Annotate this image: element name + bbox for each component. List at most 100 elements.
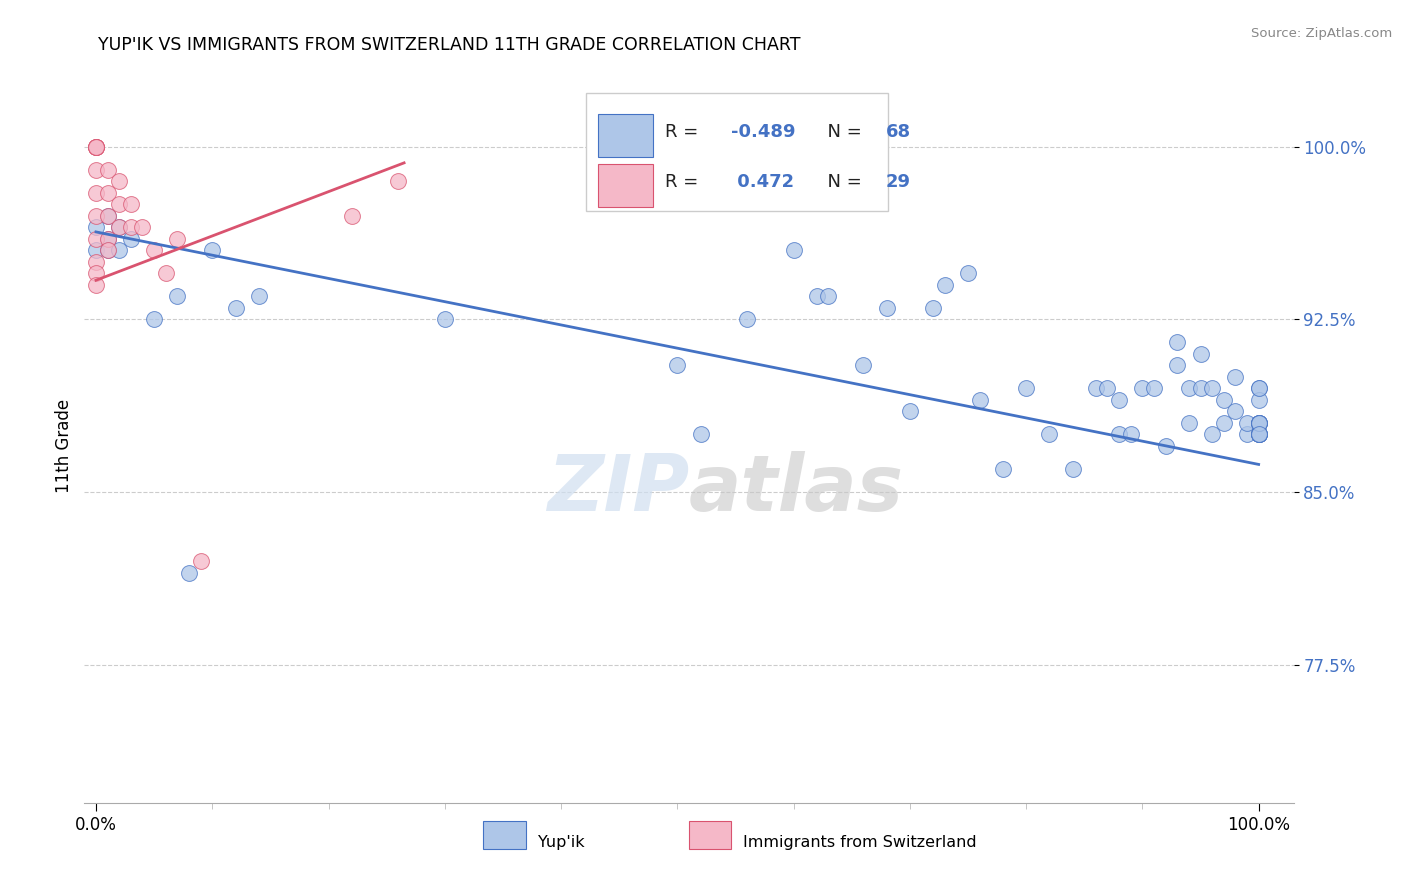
FancyBboxPatch shape xyxy=(599,114,652,157)
Point xyxy=(84,277,107,292)
Point xyxy=(898,404,921,418)
Text: 0.472: 0.472 xyxy=(731,173,794,191)
FancyBboxPatch shape xyxy=(484,821,526,849)
Point xyxy=(956,266,979,280)
Point xyxy=(143,312,166,326)
Point xyxy=(1201,427,1223,442)
Point xyxy=(1062,462,1084,476)
Point xyxy=(201,244,224,258)
Point xyxy=(84,162,107,177)
Point xyxy=(97,209,120,223)
Point xyxy=(1247,416,1270,430)
Point xyxy=(1166,335,1188,350)
Point xyxy=(108,220,131,235)
Point xyxy=(84,140,107,154)
Point xyxy=(991,462,1014,476)
Point xyxy=(1212,416,1234,430)
Text: atlas: atlas xyxy=(689,450,904,527)
Point xyxy=(1247,416,1270,430)
Point xyxy=(1225,370,1247,384)
Point xyxy=(166,232,188,246)
Point xyxy=(1236,416,1258,430)
Point xyxy=(1189,381,1212,395)
Point xyxy=(84,255,107,269)
Point xyxy=(1166,359,1188,373)
Point xyxy=(225,301,247,315)
Point xyxy=(1189,347,1212,361)
Point xyxy=(166,289,188,303)
Point xyxy=(84,244,107,258)
Point xyxy=(1247,427,1270,442)
Point xyxy=(247,289,270,303)
Point xyxy=(1132,381,1154,395)
Point xyxy=(97,186,120,200)
Point xyxy=(1038,427,1060,442)
Point xyxy=(1247,416,1270,430)
Point xyxy=(1154,439,1177,453)
Point xyxy=(934,277,956,292)
Point xyxy=(97,209,120,223)
FancyBboxPatch shape xyxy=(689,821,731,849)
Point xyxy=(84,140,107,154)
Point xyxy=(922,301,945,315)
Point xyxy=(1247,427,1270,442)
Point xyxy=(108,197,131,211)
Point xyxy=(1247,427,1270,442)
Point xyxy=(108,220,131,235)
Point xyxy=(852,359,875,373)
Text: Source: ZipAtlas.com: Source: ZipAtlas.com xyxy=(1251,27,1392,40)
FancyBboxPatch shape xyxy=(599,164,652,207)
Point xyxy=(340,209,363,223)
Point xyxy=(97,162,120,177)
Point xyxy=(876,301,898,315)
Point xyxy=(689,427,711,442)
Point xyxy=(120,232,142,246)
Point xyxy=(190,554,212,568)
Point xyxy=(108,244,131,258)
Point xyxy=(97,232,120,246)
Point xyxy=(735,312,758,326)
Point xyxy=(84,140,107,154)
Point xyxy=(1015,381,1038,395)
Point xyxy=(1225,404,1247,418)
Point xyxy=(433,312,456,326)
Point xyxy=(1097,381,1119,395)
Point xyxy=(1247,416,1270,430)
Point xyxy=(1247,427,1270,442)
Text: 29: 29 xyxy=(886,173,911,191)
Point xyxy=(97,244,120,258)
Text: ZIP: ZIP xyxy=(547,450,689,527)
Point xyxy=(84,266,107,280)
Point xyxy=(84,186,107,200)
Point xyxy=(1108,392,1130,407)
Point xyxy=(143,244,166,258)
Y-axis label: 11th Grade: 11th Grade xyxy=(55,399,73,493)
Text: R =: R = xyxy=(665,123,704,141)
Point xyxy=(1108,427,1130,442)
Text: Immigrants from Switzerland: Immigrants from Switzerland xyxy=(744,835,977,849)
Text: N =: N = xyxy=(815,123,868,141)
Point xyxy=(84,140,107,154)
Point xyxy=(120,220,142,235)
Point xyxy=(84,232,107,246)
Point xyxy=(1236,427,1258,442)
Point xyxy=(1247,427,1270,442)
Point xyxy=(1247,416,1270,430)
Point xyxy=(1084,381,1107,395)
Point xyxy=(1143,381,1166,395)
Point xyxy=(969,392,991,407)
Point xyxy=(1201,381,1223,395)
Text: R =: R = xyxy=(665,173,704,191)
Point xyxy=(120,197,142,211)
Text: Yup'ik: Yup'ik xyxy=(538,835,585,849)
Point xyxy=(155,266,177,280)
Point xyxy=(387,174,409,188)
Text: 68: 68 xyxy=(886,123,911,141)
Point xyxy=(131,220,153,235)
Text: YUP'IK VS IMMIGRANTS FROM SWITZERLAND 11TH GRADE CORRELATION CHART: YUP'IK VS IMMIGRANTS FROM SWITZERLAND 11… xyxy=(98,36,801,54)
Text: -0.489: -0.489 xyxy=(731,123,796,141)
Point xyxy=(177,566,200,580)
Point xyxy=(1119,427,1142,442)
Point xyxy=(97,244,120,258)
Point xyxy=(1247,427,1270,442)
